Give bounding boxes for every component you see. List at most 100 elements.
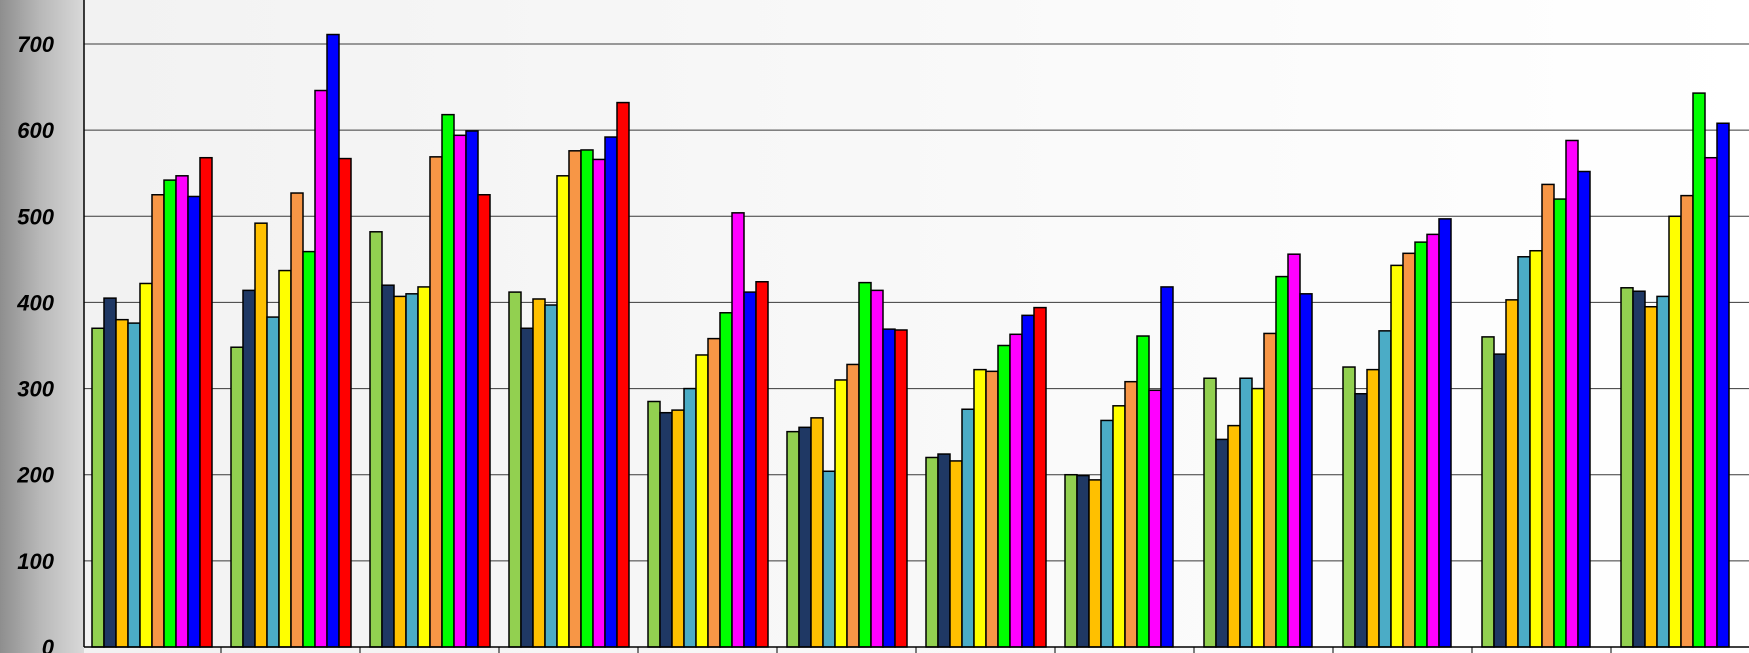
bar-cat3-series2 (381, 284, 395, 648)
bar-cat12-series9 (1716, 122, 1730, 648)
bar-cat8-series2 (1076, 474, 1090, 648)
bar-cat3-series3 (393, 295, 407, 648)
bar-cat8-series1 (1064, 473, 1078, 648)
bar-cat2-series7 (302, 250, 316, 648)
bar-cat12-series7 (1692, 92, 1706, 648)
bar-cat9-series6 (1263, 332, 1277, 648)
bar-cat8-series8 (1148, 389, 1162, 648)
bar-cat9-series7 (1275, 275, 1289, 648)
bar-cat5-series2 (659, 411, 673, 648)
bar-cat9-series9 (1299, 293, 1313, 648)
bar-cat6-series10 (894, 329, 908, 648)
y-tick-label: 600 (17, 118, 54, 143)
bar-cat1-series10 (199, 156, 213, 648)
bar-cat1-series3 (115, 318, 129, 648)
bar-cat5-series7 (719, 312, 733, 648)
bar-cat11-series9 (1577, 170, 1591, 648)
bar-cat9-series5 (1251, 387, 1265, 648)
bar-cat7-series2 (937, 453, 951, 648)
bar-cat12-series1 (1620, 287, 1634, 648)
bar-cat8-series9 (1160, 286, 1174, 648)
bar-cat5-series5 (695, 354, 709, 648)
bar-cat6-series2 (798, 426, 812, 648)
bar-cat2-series2 (242, 289, 256, 648)
bar-cat7-series3 (949, 460, 963, 648)
bar-cat11-series3 (1505, 299, 1519, 648)
bar-cat6-series3 (810, 417, 824, 648)
bar-cat3-series5 (417, 286, 431, 648)
bar-cat2-series5 (278, 269, 292, 648)
bar-cat4-series6 (568, 150, 582, 648)
bar-cat8-series6 (1124, 380, 1138, 648)
bar-cat7-series6 (985, 370, 999, 648)
bar-cat11-series2 (1493, 353, 1507, 648)
bar-cat1-series8 (175, 175, 189, 648)
bar-cat6-series8 (870, 289, 884, 648)
bar-cat6-series4 (822, 470, 836, 648)
bar-cat9-series4 (1239, 377, 1253, 648)
bar-cat11-series7 (1553, 198, 1567, 648)
bar-cat12-series8 (1704, 156, 1718, 648)
bar-cat11-series1 (1481, 336, 1495, 648)
bar-cat11-series6 (1541, 183, 1555, 648)
bar-cat3-series4 (405, 293, 419, 648)
bar-cat2-series3 (254, 222, 268, 648)
bar-cat5-series6 (707, 337, 721, 648)
bar-cat7-series5 (973, 368, 987, 648)
bar-cat1-series2 (103, 297, 117, 648)
bar-cat3-series6 (429, 156, 443, 648)
bar-cat1-series7 (163, 179, 177, 648)
bar-cat3-series10 (477, 194, 491, 648)
bar-cat2-series8 (314, 89, 328, 648)
bar-cat5-series3 (671, 409, 685, 648)
bar-cat12-series4 (1656, 295, 1670, 648)
bar-cat5-series8 (731, 212, 745, 648)
bar-cat6-series9 (882, 328, 896, 648)
bar-cat4-series9 (604, 136, 618, 648)
bar-cat1-series1 (91, 327, 105, 648)
bar-cat6-series1 (786, 430, 800, 648)
bar-cat1-series9 (187, 195, 201, 648)
bar-cat12-series2 (1632, 290, 1646, 648)
bar-cat2-series1 (230, 346, 244, 648)
y-tick-label: 100 (17, 549, 54, 574)
bar-cat5-series9 (743, 291, 757, 648)
bar-cat12-series5 (1668, 215, 1682, 648)
bar-cat10-series7 (1414, 241, 1428, 648)
bar-cat8-series5 (1112, 405, 1126, 648)
bar-cat3-series8 (453, 134, 467, 648)
bar-cat7-series9 (1021, 314, 1035, 648)
bar-cat7-series1 (925, 456, 939, 648)
y-tick-label: 0 (42, 635, 55, 653)
bar-cat8-series7 (1136, 335, 1150, 648)
bar-cat4-series1 (508, 291, 522, 648)
bar-cat12-series6 (1680, 194, 1694, 648)
bar-cat2-series9 (326, 33, 340, 648)
bar-cat10-series2 (1354, 392, 1368, 648)
bar-cat12-series3 (1644, 305, 1658, 648)
bar-cat8-series4 (1100, 419, 1114, 648)
bar-cat5-series1 (647, 400, 661, 648)
bar-cat9-series8 (1287, 253, 1301, 648)
y-tick-label: 500 (17, 204, 54, 229)
bars (91, 33, 1730, 648)
bar-cat3-series9 (465, 130, 479, 648)
bar-cat1-series5 (139, 282, 153, 648)
axes: 0 100 200 300 400 500 600 700 (16, 0, 1749, 653)
bar-cat6-series5 (834, 379, 848, 648)
bar-cat6-series7 (858, 281, 872, 648)
bar-cat4-series7 (580, 149, 594, 648)
bar-cat10-series8 (1426, 233, 1440, 648)
bar-cat10-series5 (1390, 264, 1404, 648)
bar-cat2-series4 (266, 316, 280, 648)
bar-cat9-series2 (1215, 438, 1229, 648)
bar-cat10-series6 (1402, 252, 1416, 648)
bar-cat9-series1 (1203, 377, 1217, 648)
bar-cat11-series5 (1529, 249, 1543, 648)
y-tick-label: 200 (16, 463, 54, 488)
bar-cat1-series6 (151, 194, 165, 648)
bar-cat2-series6 (290, 192, 304, 648)
bar-cat3-series7 (441, 113, 455, 648)
bar-cat10-series9 (1438, 218, 1452, 648)
bar-cat1-series4 (127, 322, 141, 648)
